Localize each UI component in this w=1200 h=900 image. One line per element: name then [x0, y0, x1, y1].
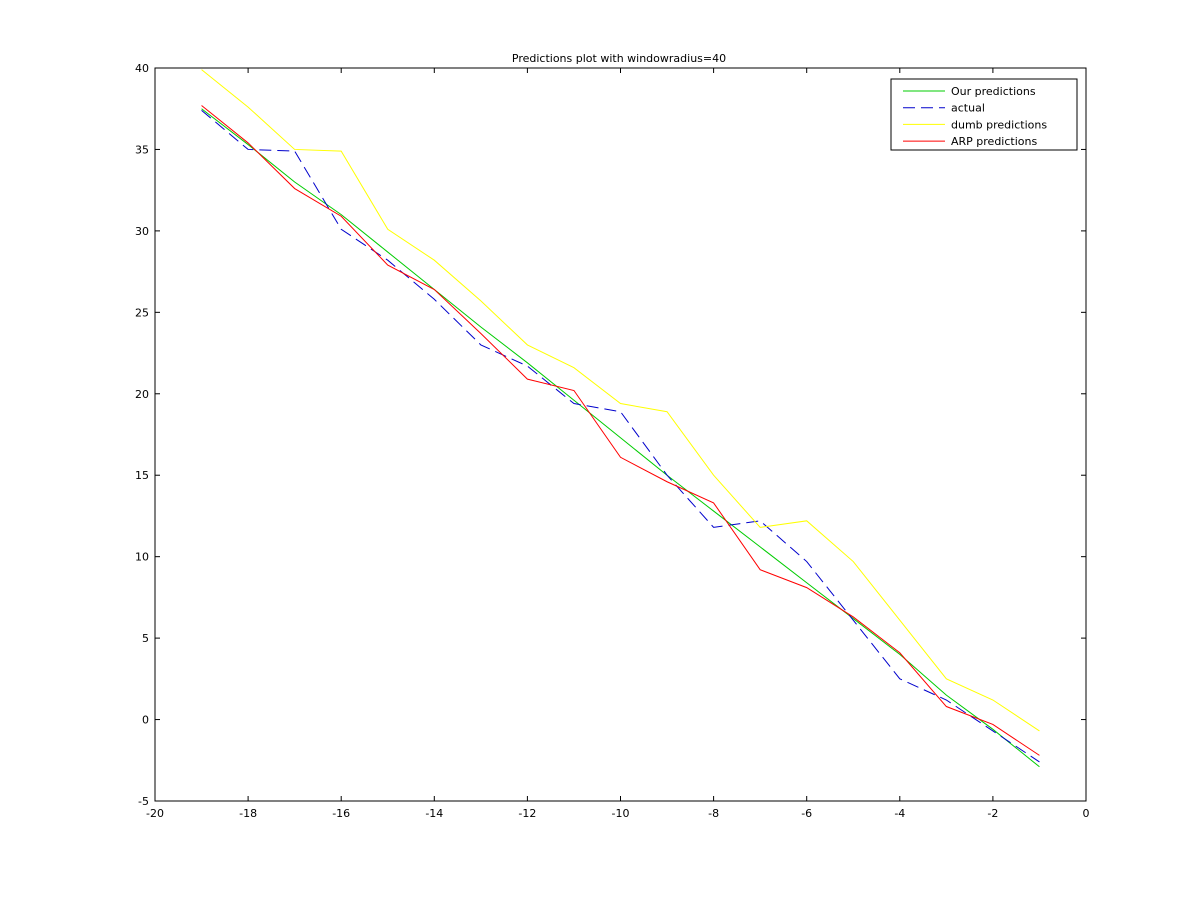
- y-tick-label: -5: [138, 795, 149, 808]
- x-tick-label: -20: [146, 807, 164, 820]
- y-tick-label: 35: [135, 143, 149, 156]
- series-layer: [201, 69, 1040, 768]
- y-tick-label: 30: [135, 225, 149, 238]
- x-tick-label: -18: [239, 807, 257, 820]
- x-tick-label: -8: [708, 807, 719, 820]
- y-tick-label: 25: [135, 306, 149, 319]
- x-tick-label: -10: [612, 807, 630, 820]
- y-tick-label: 0: [142, 714, 149, 727]
- x-tick-label: -14: [425, 807, 443, 820]
- chart-title: Predictions plot with windowradius=40: [512, 52, 726, 65]
- x-tick-label: -12: [518, 807, 536, 820]
- legend-label: ARP predictions: [951, 135, 1037, 148]
- x-tick-label: -2: [987, 807, 998, 820]
- series-line-arp-predictions: [201, 105, 1040, 756]
- y-tick-label: 5: [142, 632, 149, 645]
- x-tick-label: -6: [801, 807, 812, 820]
- x-tick-label: -16: [332, 807, 350, 820]
- legend-label: actual: [951, 102, 985, 115]
- legend-label: Our predictions: [951, 85, 1036, 98]
- series-line-actual: [201, 109, 1040, 763]
- y-tick-label: 15: [135, 469, 149, 482]
- ticks-layer: -20 -18 -16 -14 -12 -10 -8 -6 -4 -2 0-505101520253…: [135, 62, 1090, 820]
- legend: Our predictions actual dumb predictions ARP…: [890, 78, 1078, 151]
- y-tick-label: 10: [135, 551, 149, 564]
- x-tick-label: -4: [894, 807, 905, 820]
- axes-box: [154, 67, 1087, 802]
- series-line-dumb-predictions: [201, 69, 1040, 732]
- legend-label: dumb predictions: [951, 118, 1047, 131]
- x-tick-label: 0: [1083, 807, 1090, 820]
- y-tick-label: 40: [135, 62, 149, 75]
- series-line-our-predictions: [201, 108, 1040, 768]
- y-tick-label: 20: [135, 388, 149, 401]
